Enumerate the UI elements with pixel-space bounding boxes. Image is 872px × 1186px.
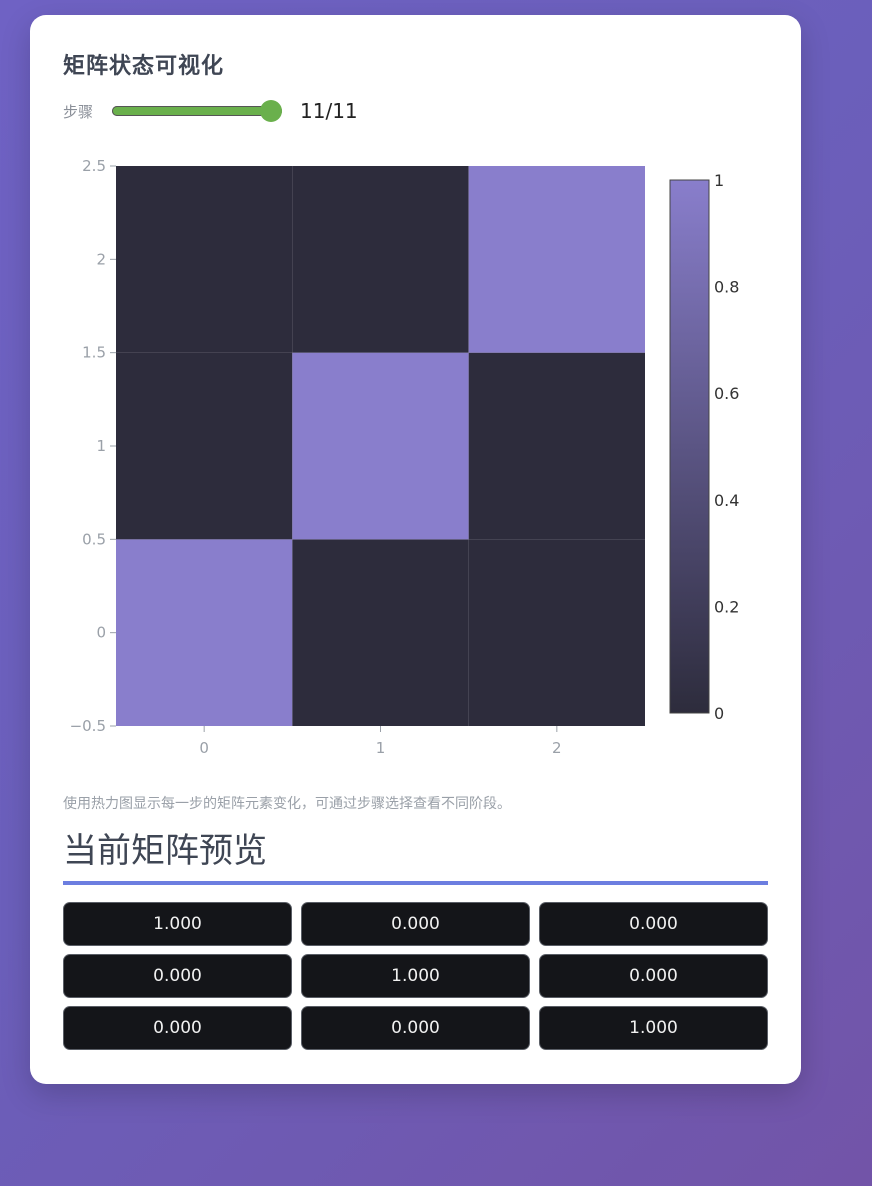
matrix-cell: 0.000 [63,954,292,998]
matrix-cell: 1.000 [301,954,530,998]
y-tick-label: 2.5 [82,157,106,175]
matrix-cell: 1.000 [539,1006,768,1050]
step-value: 11/11 [300,99,358,123]
heatmap-cell [468,166,645,353]
heatmap-cell [292,352,469,540]
matrix-card: 矩阵状态可视化 步骤 11/11 −0.5 0 0.5 1 1.5 2 2.5 0 1 2 0 0.2… [30,15,801,1084]
colorbar-tick-label: 0.6 [714,384,739,403]
x-tick-label: 1 [376,739,386,757]
matrix-cell: 0.000 [301,1006,530,1050]
colorbar-tick-label: 0 [714,704,724,723]
y-tick-label: −0.5 [70,717,106,735]
y-tick-label: 0 [96,624,106,642]
matrix-cell: 0.000 [539,902,768,946]
heatmap-cell [116,539,293,726]
heatmap-cell [292,539,469,726]
x-tick-label: 2 [552,739,562,757]
y-tick-label: 2 [96,250,106,268]
colorbar-tick-label: 0.2 [714,597,739,616]
heatmap-cell [116,166,293,353]
colorbar-tick-label: 1 [714,171,724,190]
preview-divider [63,881,768,885]
heatmap-cell [468,539,645,726]
colorbar-tick-label: 0.8 [714,278,739,297]
chart-caption: 使用热力图显示每一步的矩阵元素变化，可通过步骤选择查看不同阶段。 [63,796,511,812]
preview-title: 当前矩阵预览 [63,831,267,871]
y-tick-label: 1.5 [82,344,106,362]
step-label: 步骤 [63,103,94,121]
page-title: 矩阵状态可视化 [63,54,225,79]
matrix-cell: 0.000 [539,954,768,998]
colorbar [669,179,710,714]
step-slider[interactable] [112,100,282,122]
matrix-preview-grid: 1.000 0.000 0.000 0.000 1.000 0.000 0.000 0.000… [63,902,768,1050]
slider-thumb[interactable] [260,100,282,122]
matrix-cell: 1.000 [63,902,292,946]
heatmap-cell [468,352,645,540]
heatmap-cell [292,166,469,353]
heatmap-chart: −0.5 0 0.5 1 1.5 2 2.5 0 1 2 0 0.2 0.4 0.6 0.8 1 [70,157,740,757]
colorbar-tick-label: 0.4 [714,491,739,510]
x-tick-label: 0 [199,739,209,757]
matrix-cell: 0.000 [301,902,530,946]
y-tick-label: 0.5 [82,530,106,548]
heatmap-cell [116,352,293,540]
matrix-cell: 0.000 [63,1006,292,1050]
y-tick-label: 1 [96,437,106,455]
